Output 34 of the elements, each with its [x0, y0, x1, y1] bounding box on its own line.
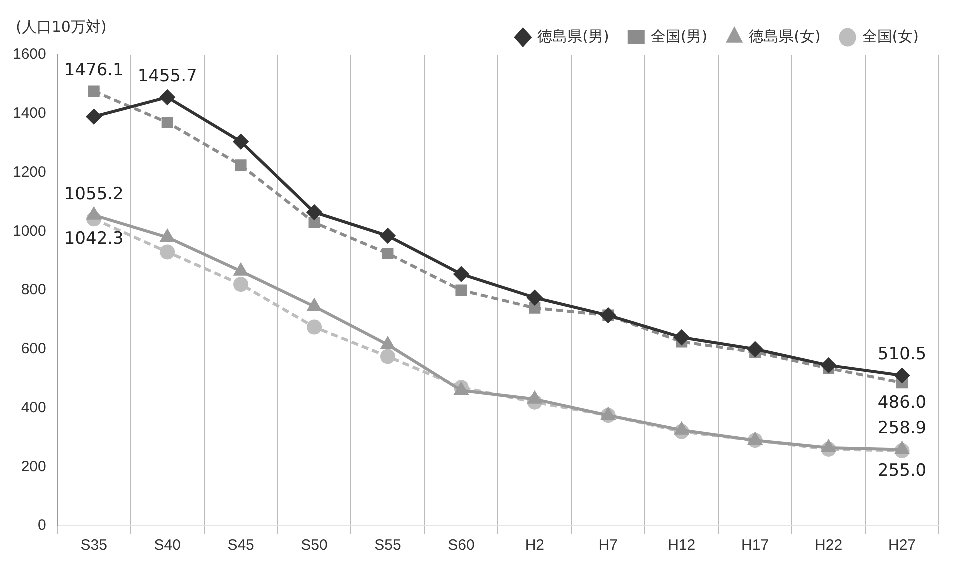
y-tick-label: 600	[21, 340, 46, 358]
x-tick-label: H7	[598, 537, 618, 554]
data-label: 510.5	[878, 344, 927, 365]
legend-label: 全国(男)	[650, 27, 708, 46]
y-tick-label: 1400	[12, 105, 46, 122]
data-label: 1055.2	[64, 184, 124, 204]
data-label: 486.0	[878, 392, 927, 413]
data-label: 1042.3	[64, 229, 124, 250]
legend-label: 徳島県(女)	[749, 27, 821, 46]
data-label: 1476.1	[64, 60, 124, 80]
y-tick-label: 1200	[12, 164, 46, 181]
y-tick-label: 800	[21, 282, 46, 299]
x-tick-label: S50	[301, 537, 328, 554]
x-tick-label: S35	[80, 537, 108, 554]
data-label: 258.9	[878, 418, 927, 439]
y-axis-title: (人口10万対)	[16, 18, 107, 37]
y-tick-label: 200	[21, 458, 46, 476]
x-tick-label: S45	[228, 537, 254, 554]
x-tick-label: H22	[815, 537, 843, 554]
x-tick-label: H2	[525, 537, 545, 554]
x-tick-label: S55	[374, 537, 402, 554]
y-tick-label: 1000	[12, 222, 46, 240]
y-tick-label: 0	[38, 517, 46, 534]
data-label: 1455.7	[138, 66, 198, 86]
x-tick-label: H12	[668, 537, 696, 554]
x-tick-label: H17	[742, 537, 770, 554]
data-label: 255.0	[878, 460, 927, 481]
y-tick-label: 1600	[12, 46, 46, 64]
x-tick-label: S40	[154, 537, 181, 554]
x-tick-label: S60	[448, 537, 475, 554]
x-tick-label: H27	[888, 537, 916, 554]
legend-label: 全国(女)	[862, 27, 920, 46]
y-tick-label: 400	[21, 399, 46, 416]
legend-label: 徳島県(男)	[538, 27, 610, 46]
